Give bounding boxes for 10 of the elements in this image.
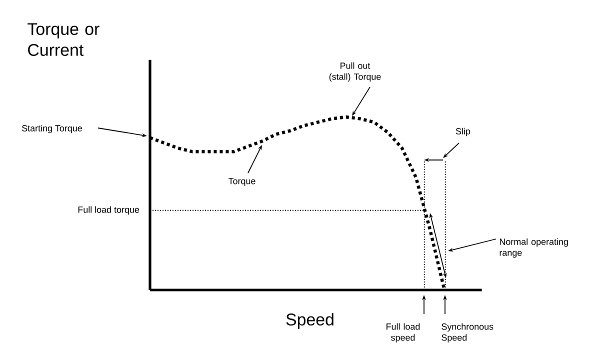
text: Slip bbox=[456, 128, 470, 136]
text: Full load speed bbox=[386, 323, 420, 343]
text: Synchronous Speed bbox=[442, 323, 494, 343]
ref-line-label: Full load torque bbox=[78, 206, 140, 215]
text: Starting Torque bbox=[22, 124, 82, 134]
x-axis-title: Speed bbox=[286, 313, 334, 329]
annotation: Torque bbox=[228, 178, 256, 186]
y-axis-title: Torque or Current bbox=[28, 23, 100, 56]
text: Pull out (stall) Torque bbox=[329, 62, 381, 82]
text: Normal operating range bbox=[500, 238, 568, 258]
